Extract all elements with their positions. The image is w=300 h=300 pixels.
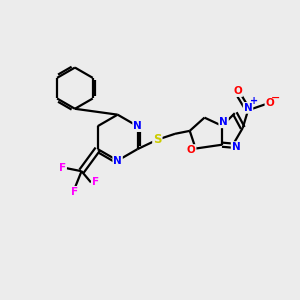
Text: O: O	[187, 145, 196, 155]
Text: N: N	[219, 117, 228, 127]
Text: F: F	[92, 177, 99, 188]
Text: N: N	[232, 142, 240, 152]
Text: −: −	[271, 93, 280, 103]
Text: N: N	[133, 121, 142, 131]
Text: O: O	[233, 86, 242, 96]
Text: +: +	[250, 96, 259, 106]
Text: N: N	[244, 103, 252, 113]
Text: N: N	[113, 156, 122, 166]
Text: F: F	[59, 163, 66, 173]
Text: S: S	[153, 133, 162, 146]
Text: F: F	[71, 187, 79, 197]
Text: O: O	[266, 98, 274, 108]
